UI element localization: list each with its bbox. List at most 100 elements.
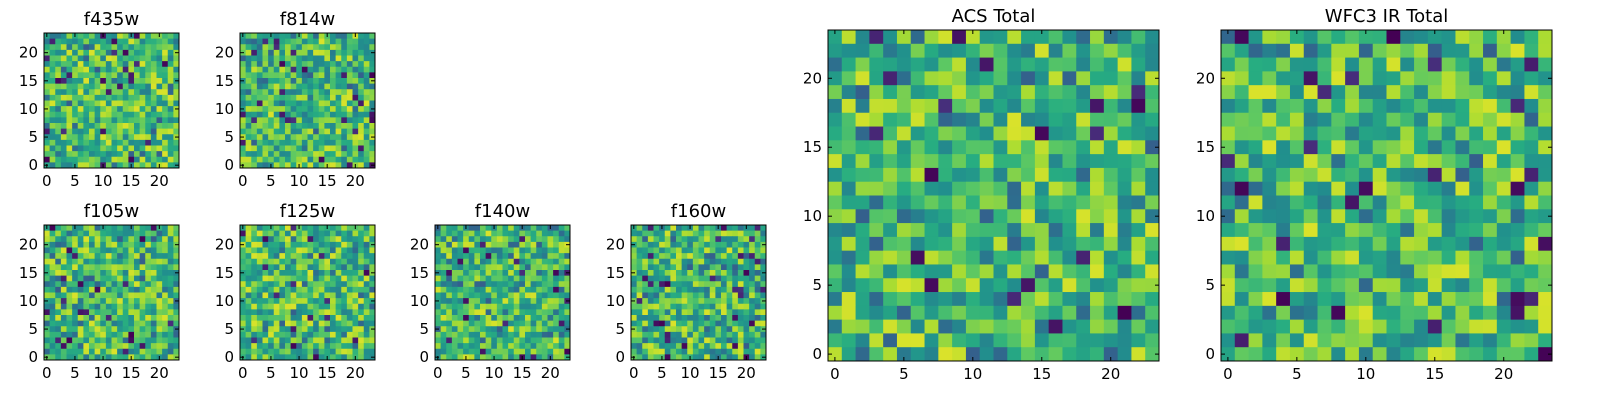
heatmap-cell <box>547 236 554 243</box>
heatmap-cell <box>1048 223 1063 238</box>
heatmap-cell <box>150 38 157 45</box>
heatmap-cell <box>318 128 325 135</box>
heatmap-cell <box>715 337 722 344</box>
heatmap-cell <box>128 241 135 248</box>
heatmap-cell <box>743 298 750 305</box>
heatmap-cell <box>128 320 135 327</box>
heatmap-cell <box>541 275 548 282</box>
heatmap-cell <box>841 112 856 127</box>
heatmap-cell <box>162 281 169 288</box>
heatmap-cell <box>341 49 348 56</box>
heatmap-cell <box>1131 209 1146 224</box>
heatmap-cell <box>245 286 252 293</box>
heatmap-cell <box>251 106 258 113</box>
heatmap-cell <box>924 223 939 238</box>
heatmap-cell <box>502 331 509 338</box>
heatmap-cell <box>307 139 314 146</box>
heatmap-cell <box>369 111 376 118</box>
heatmap-cell <box>1076 98 1091 114</box>
heatmap-cell <box>631 303 638 310</box>
heatmap-cell <box>1276 292 1291 307</box>
heatmap-cell <box>150 253 157 260</box>
heatmap-cell <box>363 128 370 135</box>
heatmap-cell <box>262 230 269 237</box>
heatmap-cell <box>60 123 67 130</box>
heatmap-cell <box>749 258 756 265</box>
heatmap-cell <box>692 281 699 288</box>
heatmap-cell <box>828 181 843 196</box>
heatmap-cell <box>251 123 258 130</box>
heatmap-cell <box>251 230 258 237</box>
heatmap-cell <box>1289 98 1305 114</box>
heatmap-cell <box>1262 85 1277 100</box>
heatmap-cell <box>173 253 180 260</box>
heatmap-cell <box>1441 167 1456 183</box>
heatmap-cell <box>139 123 146 130</box>
heatmap-cell <box>358 44 365 51</box>
heatmap-cell <box>307 281 314 288</box>
heatmap-cell <box>1317 30 1332 45</box>
heatmap-cell <box>513 270 520 277</box>
heatmap-cell <box>341 156 348 163</box>
heatmap-cell <box>754 315 761 322</box>
heatmap-cell <box>749 225 756 232</box>
heatmap-cell <box>313 326 320 333</box>
heatmap-cell <box>156 270 163 277</box>
heatmap-cell <box>1496 264 1512 279</box>
heatmap-cell <box>60 241 67 248</box>
heatmap-cell <box>547 343 554 350</box>
heatmap-cell <box>307 247 314 254</box>
heatmap-cell <box>1131 30 1146 45</box>
heatmap-cell <box>1441 292 1456 307</box>
heatmap-cell <box>451 303 458 310</box>
heatmap-cell <box>1234 126 1249 141</box>
heatmap-cell <box>760 258 767 265</box>
heatmap-cell <box>647 253 654 260</box>
heatmap-cell <box>346 337 353 344</box>
heatmap-cell <box>698 286 705 293</box>
heatmap-cell <box>468 236 475 243</box>
heatmap-cell <box>1103 43 1119 58</box>
heatmap-cell <box>558 326 565 333</box>
heatmap-cell <box>285 72 292 79</box>
heatmap-cell <box>89 309 96 316</box>
heatmap-cell <box>749 326 756 333</box>
heatmap-cell <box>167 38 174 45</box>
heatmap-cell <box>240 44 247 51</box>
heatmap-cell <box>330 343 337 350</box>
heatmap-cell <box>279 89 286 96</box>
heatmap-cell <box>1117 264 1132 279</box>
heatmap-cell <box>1386 333 1401 348</box>
heatmap-cell <box>749 236 756 243</box>
heatmap-cell <box>1441 319 1456 334</box>
heatmap-cell <box>910 305 925 321</box>
heatmap-cell <box>341 225 348 232</box>
heatmap-cell <box>111 298 118 305</box>
heatmap-cell <box>698 320 705 327</box>
heatmap-cell <box>273 303 280 310</box>
heatmap-cell <box>290 61 297 68</box>
heatmap-cell <box>938 140 953 155</box>
heatmap-cell <box>869 126 884 141</box>
heatmap-cell <box>369 286 376 293</box>
heatmap-cell <box>105 253 112 260</box>
heatmap-cell <box>290 247 297 254</box>
heatmap-cell <box>451 225 458 232</box>
heatmap-cell <box>642 275 649 282</box>
heatmap-cell <box>451 331 458 338</box>
heatmap-cell <box>105 315 112 322</box>
heatmap-cell <box>256 61 263 68</box>
heatmap-cell <box>89 331 96 338</box>
heatmap-cell <box>335 128 342 135</box>
heatmap-cell <box>743 343 750 350</box>
heatmap-cell <box>285 258 292 265</box>
heatmap-cell <box>508 315 515 322</box>
heatmap-cell <box>547 303 554 310</box>
heatmap-cell <box>301 66 308 73</box>
heatmap-cell <box>1103 112 1119 127</box>
heatmap-cell <box>636 225 643 232</box>
heatmap-cell <box>77 100 84 107</box>
heatmap-cell <box>369 236 376 243</box>
heatmap-cell <box>290 303 297 310</box>
